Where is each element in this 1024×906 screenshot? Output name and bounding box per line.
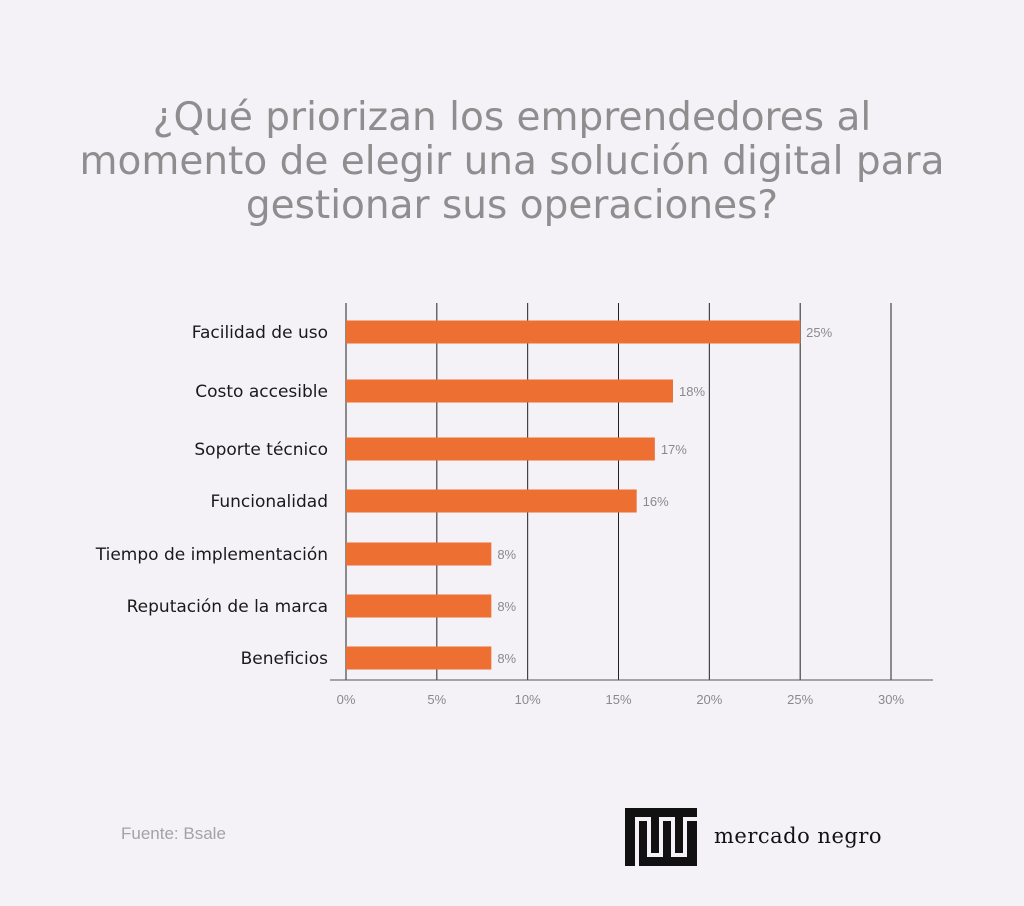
source-note: Fuente: Bsale [121, 824, 226, 843]
category-label: Facilidad de uso [192, 323, 328, 343]
bar [346, 489, 637, 513]
x-tick-label: 15% [605, 692, 631, 707]
x-tick-label: 10% [515, 692, 541, 707]
data-label: 16% [643, 494, 669, 509]
bar [346, 437, 655, 461]
bar [346, 542, 492, 566]
x-tick-label: 25% [787, 692, 813, 707]
data-label: 17% [661, 442, 687, 457]
data-label: 8% [497, 599, 516, 614]
data-label: 8% [497, 651, 516, 666]
x-tick-label: 5% [427, 692, 446, 707]
bar [346, 379, 673, 403]
bar [346, 646, 492, 670]
title-line-2: momento de elegir una solución digital p… [79, 139, 945, 184]
data-label: 8% [497, 547, 516, 562]
bar [346, 594, 492, 618]
title-line-1: ¿Qué priorizan los emprendedores al [152, 95, 872, 140]
category-label: Reputación de la marca [127, 597, 328, 617]
chart-title: ¿Qué priorizan los emprendedores al mome… [40, 96, 984, 228]
bar [346, 320, 801, 344]
category-label: Costo accesible [195, 382, 328, 402]
x-tick-label: 0% [337, 692, 356, 707]
category-label: Tiempo de implementación [95, 545, 328, 565]
category-label: Funcionalidad [210, 492, 328, 512]
data-label: 18% [679, 384, 705, 399]
x-tick-label: 20% [696, 692, 722, 707]
brand-name: mercado negro [714, 824, 882, 848]
mercado-negro-logo-icon [625, 808, 697, 866]
data-label: 25% [806, 325, 832, 340]
category-label: Beneficios [241, 649, 329, 669]
title-line-3: gestionar sus operaciones? [245, 183, 779, 228]
category-label: Soporte técnico [194, 440, 328, 460]
x-tick-label: 30% [878, 692, 904, 707]
